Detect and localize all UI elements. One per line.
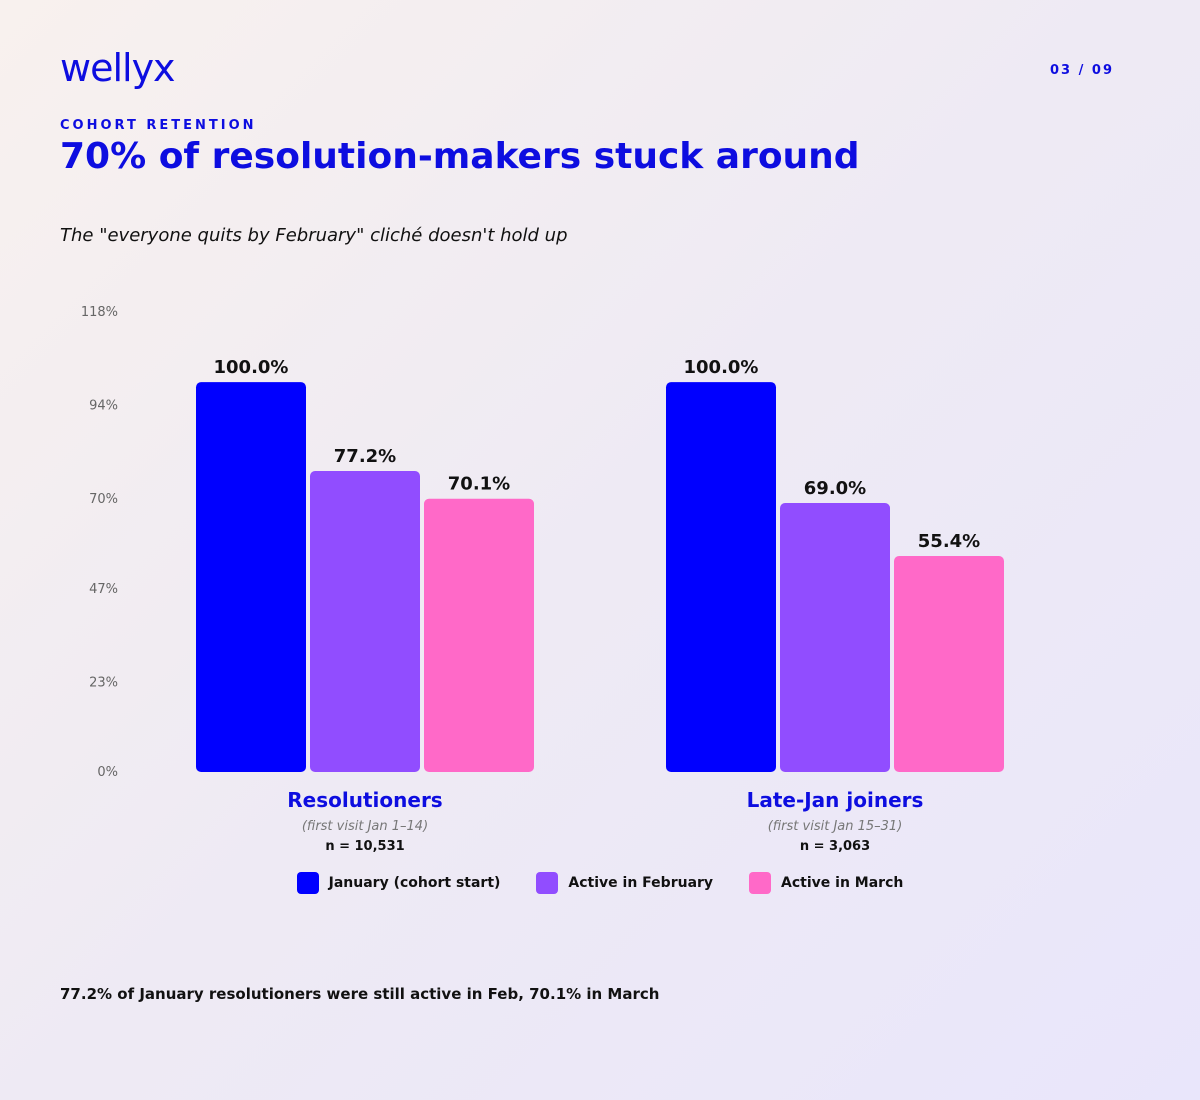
bar-resolutioners-active-in-march <box>424 498 534 772</box>
x-category-count: n = 10,531 <box>325 839 404 854</box>
legend-item-february: Active in February <box>536 872 713 894</box>
legend-item-march: Active in March <box>749 872 903 894</box>
section-eyebrow: COHORT RETENTION <box>60 118 257 133</box>
x-category-label: Late-Jan joiners <box>747 788 924 812</box>
bar-late-jan-joiners-january-cohort-start <box>666 382 776 772</box>
legend-swatch-january <box>296 872 319 894</box>
legend-label-january: January (cohort start) <box>328 875 501 891</box>
y-tick-label: 118% <box>81 305 118 320</box>
y-tick-label: 23% <box>89 675 118 690</box>
chart-footnote: 77.2% of January resolutioners were stil… <box>60 985 660 1003</box>
bar-value-label: 55.4% <box>918 531 980 552</box>
bar-value-label: 100.0% <box>684 357 759 378</box>
bar-late-jan-joiners-active-in-march <box>894 556 1004 772</box>
x-category-note: (first visit Jan 1–14) <box>302 819 428 834</box>
legend-label-march: Active in March <box>781 875 904 891</box>
bar-value-label: 70.1% <box>448 474 510 495</box>
brand-logo: wellyx <box>60 46 176 90</box>
page-subtitle: The "everyone quits by February" cliché … <box>60 225 568 246</box>
x-category-note: (first visit Jan 15–31) <box>768 819 903 834</box>
bar-resolutioners-active-in-february <box>310 471 420 772</box>
bar-value-label: 100.0% <box>214 357 289 378</box>
retention-bar-chart: 0% 23% 47% 70% 94% 118% 100.0% 77.2% 70.1% Resolu… <box>81 305 1004 854</box>
x-category-count: n = 3,063 <box>800 839 870 854</box>
legend-item-january: January (cohort start) <box>296 872 501 894</box>
bar-resolutioners-january-cohort-start <box>196 382 306 772</box>
chart-legend: January (cohort start) Active in Februar… <box>0 872 1200 894</box>
y-tick-label: 0% <box>97 765 118 780</box>
legend-label-february: Active in February <box>568 875 714 891</box>
bar-value-label: 77.2% <box>334 446 396 467</box>
bar-late-jan-joiners-active-in-february <box>780 503 890 772</box>
legend-swatch-march <box>749 872 772 894</box>
x-category-label: Resolutioners <box>287 788 442 812</box>
y-tick-label: 47% <box>89 582 118 597</box>
legend-swatch-february <box>536 872 559 894</box>
bar-value-label: 69.0% <box>804 478 866 499</box>
y-tick-label: 94% <box>89 399 118 414</box>
y-tick-label: 70% <box>89 492 118 507</box>
page-indicator: 03 / 09 <box>1050 63 1114 78</box>
page-title: 70% of resolution-makers stuck around <box>60 136 860 177</box>
